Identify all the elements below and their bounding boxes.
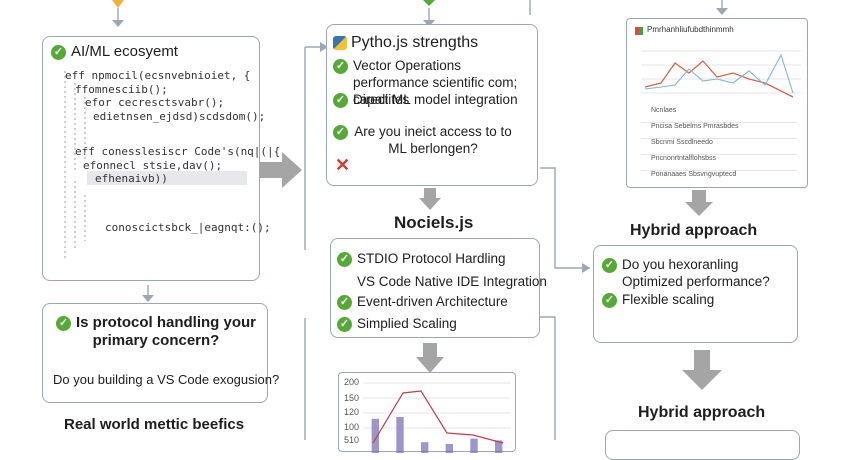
check-icon: ✓ xyxy=(602,292,617,308)
strength-item-text: Are you ineict access to to ML berlongen… xyxy=(354,124,512,156)
check-icon: ✓ xyxy=(337,251,352,267)
code-line: ffomnesciib(); xyxy=(75,83,168,96)
y-tick: 510 xyxy=(344,435,360,445)
code-line: efor cecresctsvabr(); xyxy=(85,96,225,109)
y-tick: 100 xyxy=(344,422,360,432)
arrow-down-icon xyxy=(416,343,444,373)
arrow-down-icon xyxy=(682,350,722,390)
connector-lines xyxy=(112,0,728,440)
panel-list-item: Sbcnmi Sscdlneedo xyxy=(641,139,797,155)
bar xyxy=(470,438,478,453)
bar xyxy=(445,444,454,453)
protocol-question-box: ✓ Is protocol handling your primary conce… xyxy=(42,303,279,403)
arrow-down-icon xyxy=(685,190,713,216)
feature-item: VS Code Native IDE Integration xyxy=(357,274,547,289)
app-logo-icon xyxy=(635,27,643,35)
code-indent-guides xyxy=(64,71,86,261)
ai-ml-title: ✓ AI/ML ecosyemt xyxy=(51,43,178,60)
panel-list-item: Ponanaaes Sbsvngvuptecd xyxy=(651,171,737,178)
protocol-question: ✓ Is protocol handling your primary conce… xyxy=(51,314,261,350)
check-icon: ✓ xyxy=(337,294,352,310)
hybrid-bottom-box xyxy=(605,430,800,460)
nodejs-heading: Nociels.js xyxy=(394,213,474,232)
y-tick: 150 xyxy=(344,393,360,403)
check-icon: ✓ xyxy=(56,315,71,331)
code-line: eff npmocil(ecsnvebnioiet, { xyxy=(65,69,251,82)
ai-ml-code-box: ✓ AI/ML ecosyemt eff npmocil(ecsnvebnioie… xyxy=(42,36,280,281)
y-tick: 120 xyxy=(344,407,360,417)
code-line: conoscictsbck_|eagnqt:(); xyxy=(105,221,271,234)
check-icon: ✓ xyxy=(337,316,352,332)
arrow-down-icon xyxy=(419,188,441,210)
nodejs-features-box: ✓ STDIO Protocol Hardling VS Code Native … xyxy=(330,238,547,338)
left-footer-heading: Real world mettic beefics xyxy=(64,416,245,433)
feature-item: ✓ Event-driven Architecture xyxy=(337,294,508,310)
strength-item: ✓ Direct ML model integration xyxy=(333,92,518,108)
hybrid-item: ✓ Flexible scaling xyxy=(602,292,714,308)
analytics-panel: Pmrhanhliufubdthinmmh Ncnlaes Pncisa Seb… xyxy=(626,18,808,188)
strength-item: ✓ xyxy=(333,57,353,74)
panel-list: Ncnlaes Pncisa Sebelms Pmrasbdes Sbcnmi … xyxy=(641,107,797,186)
hybrid-heading-top: Hybrid approach xyxy=(630,222,758,239)
arrow-right-icon xyxy=(258,152,302,188)
code-highlight xyxy=(87,171,247,185)
strength-item: ✓ xyxy=(333,123,353,140)
check-icon: ✓ xyxy=(333,92,348,108)
panel-list-item: Pncnonrtntalflohsbss xyxy=(641,155,797,171)
code-line: efhenaivb)) xyxy=(95,172,168,185)
check-icon: ✓ xyxy=(333,124,348,140)
feature-item: ✓ STDIO Protocol Hardling xyxy=(337,251,506,267)
bar-chart-plot xyxy=(363,382,511,453)
panel-list-item: Pncisa Sebelms Pmrasbdes xyxy=(641,123,797,139)
bar xyxy=(371,418,380,453)
vscode-question: Do you building a VS Code exogusion? xyxy=(53,372,280,387)
line-chart-plot xyxy=(641,50,801,98)
feature-item: ✓ Simplied Scaling xyxy=(337,316,457,332)
code-line: efonnecl_stsie,dav(); xyxy=(83,159,223,172)
python-strengths-title: Pytho.js strengths xyxy=(333,34,478,52)
code-line: edietnsen_ejdsd)scdsdom(); xyxy=(93,110,266,123)
bar xyxy=(396,417,404,453)
check-icon: ✓ xyxy=(602,257,617,273)
close-icon: ✕ xyxy=(335,155,351,175)
hybrid-heading-bottom: Hybrid approach xyxy=(638,404,766,421)
strength-item-text: Vector Operations performance scientific… xyxy=(353,58,518,107)
panel-list-item: Ncnlaes xyxy=(641,107,797,123)
hybrid-item: ✓ xyxy=(602,256,622,273)
y-tick: 200 xyxy=(344,377,360,387)
trend-line xyxy=(372,390,504,444)
bar xyxy=(420,442,429,453)
code-line: eff conesslesiscr Code's(nq|(|{ xyxy=(75,145,281,158)
hybrid-item-text: Do you hexoranling Optimized performance… xyxy=(622,257,770,289)
check-icon: ✓ xyxy=(333,58,348,74)
hybrid-box: ✓ Do you hexoranling Optimized performan… xyxy=(593,245,798,343)
panel-title: Pmrhanhliufubdthinmmh xyxy=(647,25,734,34)
metrics-chart: 200 150 120 100 510 xyxy=(338,372,516,453)
check-icon: ✓ xyxy=(51,44,66,60)
python-strengths-box: Pytho.js strengths ✓ Vector Operations p… xyxy=(326,24,538,186)
python-logo-icon xyxy=(333,35,347,50)
